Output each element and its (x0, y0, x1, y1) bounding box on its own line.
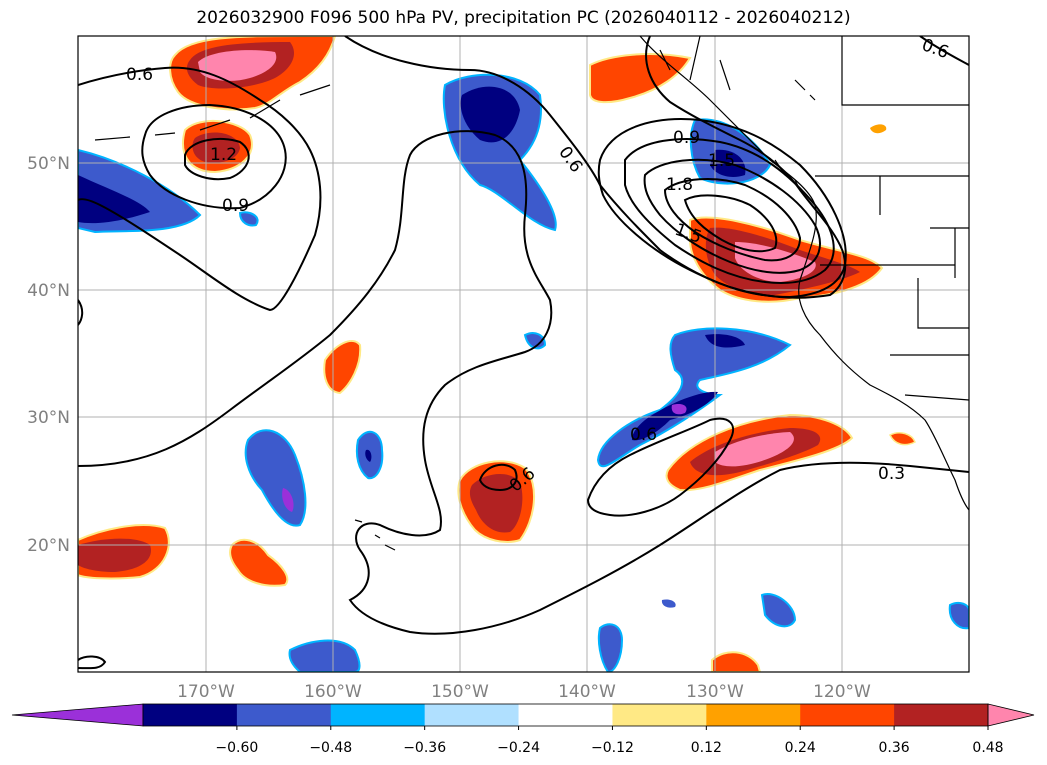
colorbar-segment (330, 704, 426, 726)
lat-label: 20°N (27, 536, 70, 556)
colorbar-segment (800, 704, 895, 726)
contour-label: 1.8 (666, 175, 693, 195)
map-title: 2026032900 F096 500 hPa PV, precipitatio… (196, 8, 851, 28)
colorbar-tick-label: −0.36 (403, 740, 446, 756)
precip-positive-areas (78, 36, 916, 672)
colorbar-tick-label: −0.24 (497, 740, 540, 756)
contour-label: 1.2 (210, 145, 237, 165)
colorbar-extend-max (987, 703, 1035, 727)
pv-contours (78, 36, 969, 670)
colorbar-segment (236, 704, 332, 726)
contour-label: 0.9 (222, 196, 249, 216)
colorbar-tick-label: 0.24 (785, 740, 816, 756)
colorbar: −0.60 −0.48 −0.36 −0.24 −0.12 0.12 0.24 0.36 0.4… (11, 703, 1035, 756)
colorbar-tick-label: 0.36 (879, 740, 910, 756)
latitude-labels: 50°N 40°N 30°N 20°N (27, 154, 70, 556)
colorbar-tick-label: −0.12 (591, 740, 634, 756)
contour-label: 0.3 (878, 464, 905, 484)
colorbar-segment (894, 704, 989, 726)
contour-label: 0.9 (673, 128, 700, 148)
lon-label: 170°W (177, 682, 235, 702)
colorbar-segment (424, 704, 520, 726)
lat-label: 40°N (27, 281, 70, 301)
contour-label: 0.6 (126, 65, 153, 85)
colorbar-tick-label: 0.12 (691, 740, 722, 756)
lon-label: 150°W (431, 682, 489, 702)
colorbar-segment (518, 704, 613, 726)
map-content: 0.6 0.9 1.2 0.6 0.9 1.5 1.8 1.5 0.6 0.6 … (78, 36, 969, 672)
lon-label: 160°W (304, 682, 362, 702)
contour-label: 0.6 (630, 425, 657, 445)
colorbar-extend-min (11, 703, 144, 727)
lon-label: 130°W (686, 682, 744, 702)
colorbar-frame (142, 703, 989, 727)
map-frame (77, 35, 970, 673)
colorbar-tick-label: 0.48 (972, 740, 1003, 756)
colorbar-tick-label: −0.60 (215, 740, 258, 756)
precip-negative-areas (78, 73, 969, 672)
lon-label: 120°W (813, 682, 871, 702)
colorbar-tick-label: −0.48 (309, 740, 352, 756)
lat-label: 50°N (27, 154, 70, 174)
longitude-labels: 170°W 160°W 150°W 140°W 130°W 120°W (177, 682, 871, 702)
colorbar-segment (612, 704, 707, 726)
lon-label: 140°W (558, 682, 616, 702)
colorbar-segment (706, 704, 801, 726)
lat-label: 30°N (27, 408, 70, 428)
contour-label: 1.5 (708, 151, 735, 171)
colorbar-segment (143, 704, 238, 726)
